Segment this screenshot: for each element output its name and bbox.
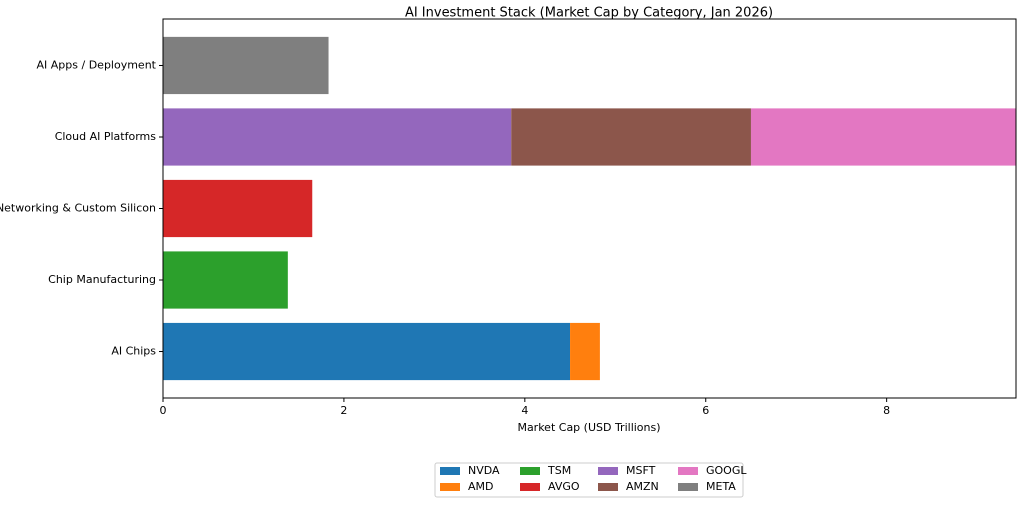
legend-swatch xyxy=(678,467,698,475)
bar xyxy=(163,108,512,166)
x-tick-label: 4 xyxy=(521,404,528,417)
y-tick-label: AI Apps / Deployment xyxy=(37,58,157,71)
x-tick-label: 8 xyxy=(883,404,890,417)
bar xyxy=(163,322,571,381)
legend-label: NVDA xyxy=(468,464,500,477)
bar xyxy=(570,322,600,381)
bar xyxy=(163,251,288,309)
legend-swatch xyxy=(520,483,540,491)
legend-label: AMD xyxy=(468,480,494,493)
bar xyxy=(511,108,751,166)
legend-swatch xyxy=(678,483,698,491)
y-tick-label: Chip Manufacturing xyxy=(48,273,156,286)
y-tick-label: Cloud AI Platforms xyxy=(55,130,157,143)
legend-label: AMZN xyxy=(626,480,659,493)
legend-label: META xyxy=(706,480,736,493)
legend-label: GOOGL xyxy=(706,464,747,477)
x-tick-label: 0 xyxy=(160,404,167,417)
legend-label: MSFT xyxy=(626,464,656,477)
legend-swatch xyxy=(598,467,618,475)
legend-frame xyxy=(434,462,744,498)
legend-label: AVGO xyxy=(548,480,580,493)
y-tick-label: Networking & Custom Silicon xyxy=(0,202,156,215)
x-axis-label: Market Cap (USD Trillions) xyxy=(517,421,660,434)
legend-swatch xyxy=(440,467,460,475)
y-tick-label: AI Chips xyxy=(111,345,156,358)
x-tick-label: 6 xyxy=(702,404,709,417)
legend-label: TSM xyxy=(547,464,571,477)
x-tick-label: 2 xyxy=(340,404,347,417)
bar xyxy=(163,36,329,95)
bar xyxy=(163,179,313,238)
legend-swatch xyxy=(520,467,540,475)
chart-title: AI Investment Stack (Market Cap by Categ… xyxy=(405,6,773,21)
legend-swatch xyxy=(440,483,460,491)
legend-swatch xyxy=(598,483,618,491)
bar xyxy=(750,108,1016,166)
